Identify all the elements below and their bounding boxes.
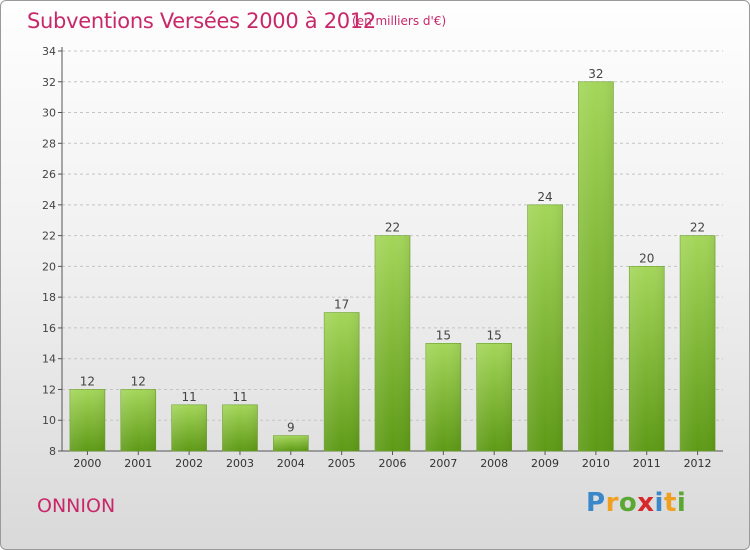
- x-tick-label: 2009: [531, 457, 559, 470]
- x-tick-label: 2011: [633, 457, 661, 470]
- bar-shading: [425, 343, 461, 451]
- bar-shading: [222, 404, 258, 451]
- data-label-2001: 12: [131, 374, 146, 388]
- data-labels: 12 12 11 11 9 17 22 15 15 24 32 20 22: [80, 67, 705, 435]
- data-label-2011: 20: [639, 251, 654, 265]
- logo-letter: r: [605, 488, 619, 518]
- x-tick-label: 2007: [429, 457, 457, 470]
- proxiti-logo: Proxiti: [586, 488, 686, 518]
- x-tick-label: 2010: [582, 457, 610, 470]
- data-label-2002: 11: [181, 390, 196, 404]
- data-label-2012: 22: [690, 221, 705, 235]
- data-label-2004: 9: [287, 421, 295, 435]
- y-tick-label: 34: [42, 45, 56, 58]
- logo-letter: P: [586, 488, 606, 518]
- y-tick-label: 22: [42, 230, 56, 243]
- x-tick-label: 2001: [124, 457, 152, 470]
- x-tick-label: 2005: [328, 457, 356, 470]
- x-tick-label: 2003: [226, 457, 254, 470]
- bar-shading: [375, 235, 410, 451]
- x-tick-label: 2002: [175, 457, 203, 470]
- y-tick-label: 28: [42, 137, 56, 150]
- data-label-2006: 22: [385, 221, 400, 235]
- data-label-2008: 15: [487, 328, 502, 342]
- data-label-2009: 24: [537, 190, 552, 204]
- y-tick-label: 8: [49, 445, 56, 458]
- bar-shading: [629, 266, 665, 451]
- bars: [69, 81, 716, 452]
- logo-letter: x: [637, 488, 655, 518]
- x-tick-label: 2006: [379, 457, 407, 470]
- bar-shading: [324, 312, 360, 451]
- chart-unit-note: (en milliers d'€): [352, 14, 447, 28]
- bar-shading: [527, 204, 563, 451]
- logo-letter: o: [618, 488, 638, 518]
- x-tick-label: 2004: [277, 457, 305, 470]
- y-tick-label: 20: [42, 260, 56, 273]
- y-tick-label: 32: [42, 76, 56, 89]
- bar-shading: [680, 235, 716, 451]
- x-tick-label: 2000: [73, 457, 101, 470]
- commune-name: ONNION: [37, 495, 116, 517]
- bar-shading: [120, 389, 156, 451]
- y-tick-label: 16: [42, 322, 56, 335]
- y-tick-label: 24: [42, 199, 56, 212]
- y-tick-label: 12: [42, 383, 56, 396]
- logo-letter: t: [663, 488, 677, 518]
- data-label-2007: 15: [436, 328, 451, 342]
- logo-letter: i: [654, 488, 664, 518]
- x-tick-label: 2008: [480, 457, 508, 470]
- data-label-2005: 17: [334, 298, 349, 312]
- y-tick-label: 18: [42, 291, 56, 304]
- y-tick-label: 10: [42, 414, 56, 427]
- bar-shading: [171, 404, 207, 451]
- x-tick-label: 2012: [684, 457, 712, 470]
- logo-letter: i: [676, 488, 687, 518]
- bar-shading: [476, 343, 512, 451]
- chart-title: Subventions Versées 2000 à 2012: [27, 9, 376, 33]
- y-tick-label: 30: [42, 107, 56, 120]
- bar-shading: [273, 435, 309, 451]
- bar-shading: [69, 389, 105, 451]
- bar-shading: [578, 81, 614, 452]
- data-label-2000: 12: [80, 374, 95, 388]
- data-label-2003: 11: [232, 390, 247, 404]
- y-tick-label: 14: [42, 353, 56, 366]
- data-label-2010: 32: [588, 67, 603, 81]
- y-tick-label: 26: [42, 168, 56, 181]
